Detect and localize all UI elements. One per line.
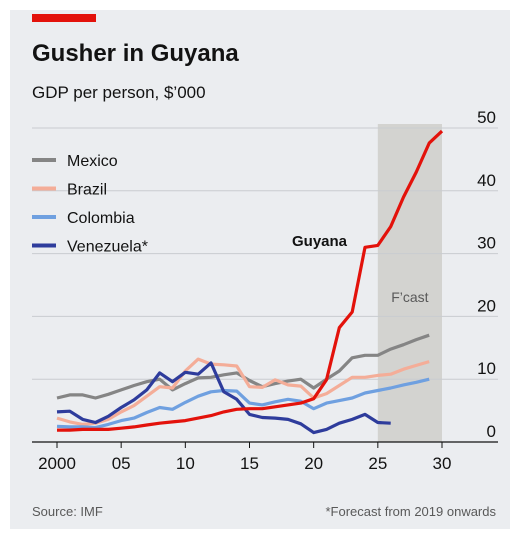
chart-subtitle: GDP per person, $’000	[32, 83, 206, 102]
x-tick-label: 05	[112, 454, 131, 473]
x-tick-label: 15	[240, 454, 259, 473]
legend-label: Venezuela*	[67, 239, 148, 256]
x-tick-label: 30	[433, 454, 452, 473]
legend-label: Colombia	[67, 210, 135, 227]
y-tick-label: 30	[477, 234, 496, 253]
chart-title: Gusher in Guyana	[32, 40, 239, 67]
series-line-brazil	[56, 357, 430, 426]
annotation-guyana: Guyana	[292, 233, 348, 250]
x-tick-label: 25	[368, 454, 387, 473]
x-tick-label: 10	[176, 454, 195, 473]
forecast-label: F’cast	[391, 289, 428, 305]
legend-label: Brazil	[67, 182, 107, 199]
series-line-guyana	[57, 129, 444, 432]
series-line-colombia	[56, 377, 430, 430]
line-chart: 0 10 20 30 40 50 2000 05 10 15 20 25 30 F’cast Mexico B…	[32, 108, 498, 473]
series-line-venezuela	[56, 361, 391, 435]
y-tick-label: 10	[477, 359, 496, 378]
series-line-mexico	[56, 333, 430, 400]
y-tick-label: 50	[477, 108, 496, 127]
x-tick-label: 2000	[38, 454, 76, 473]
chart-card: Gusher in Guyana GDP per person, $’000 0…	[10, 10, 510, 529]
accent-bar	[32, 14, 96, 22]
y-tick-label: 20	[477, 296, 496, 315]
y-tick-label: 0	[487, 422, 496, 441]
x-tick-label: 20	[304, 454, 323, 473]
source-note: Source: IMF	[32, 504, 103, 519]
legend-label: Mexico	[67, 153, 118, 170]
forecast-band	[377, 124, 442, 442]
forecast-footnote: *Forecast from 2019 onwards	[325, 504, 496, 519]
y-tick-label: 40	[477, 171, 496, 190]
